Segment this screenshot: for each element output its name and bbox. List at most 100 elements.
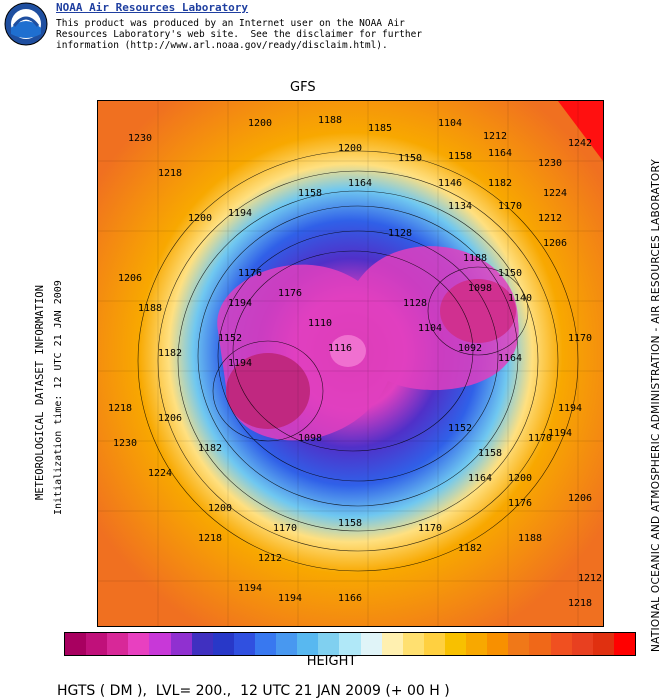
colorbar-swatch — [613, 633, 635, 655]
contour-label: 1212 — [578, 573, 602, 584]
disclaimer-line: information (http://www.arl.noaa.gov/rea… — [56, 40, 388, 51]
contour-label: 1158 — [448, 151, 472, 162]
contour-label: 1212 — [258, 553, 282, 564]
contour-map-canvas: 1230 1200 1188 1185 1104 1212 1242 1218 1200 1150… — [98, 101, 603, 626]
colorbar-swatch — [360, 633, 382, 655]
colorbar-swatch — [318, 633, 340, 655]
colorbar-swatch — [86, 633, 108, 655]
colorbar-swatch — [381, 633, 403, 655]
org-name-link[interactable]: NOAA Air Resources Laboratory — [56, 1, 249, 14]
disclaimer-text: This product was produced by an Internet… — [56, 18, 422, 51]
contour-label: 1212 — [538, 213, 562, 224]
colorbar-swatch — [297, 633, 319, 655]
contour-label: 1182 — [488, 178, 512, 189]
contour-label: 1194 — [238, 583, 262, 594]
contour-label: 1150 — [498, 268, 522, 279]
contour-label: 1218 — [198, 533, 222, 544]
contour-label: 1182 — [158, 348, 182, 359]
contour-label: 1206 — [118, 273, 142, 284]
disclaimer-line: This product was produced by an Internet… — [56, 18, 405, 29]
contour-label: 1176 — [278, 288, 302, 299]
colorbar-swatch — [212, 633, 234, 655]
contour-label: 1194 — [228, 298, 252, 309]
contour-label: 1224 — [148, 468, 172, 479]
contour-label: 1170 — [418, 523, 442, 534]
map-title: GFS — [290, 80, 316, 95]
contour-label: 1170 — [498, 201, 522, 212]
contour-label: 1164 — [488, 148, 512, 159]
contour-label: 1152 — [218, 333, 242, 344]
contour-label: 1158 — [338, 518, 362, 529]
contour-label: 1152 — [448, 423, 472, 434]
colorbar-swatch — [339, 633, 361, 655]
contour-label: 1098 — [468, 283, 492, 294]
colorbar-swatch — [149, 633, 171, 655]
header: NOAA Air Resources Laboratory This produ… — [0, 0, 663, 60]
contour-label: 1164 — [468, 473, 492, 484]
contour-label: 1128 — [388, 228, 412, 239]
contour-label: 1206 — [158, 413, 182, 424]
contour-label: 1092 — [458, 343, 482, 354]
colorbar-swatch — [65, 633, 87, 655]
contour-label: 1185 — [368, 123, 392, 134]
agency-label: NATIONAL OCEANIC AND ATMOSPHERIC ADMINIS… — [650, 158, 662, 652]
contour-label: 1200 — [208, 503, 232, 514]
colorbar-swatch — [466, 633, 488, 655]
contour-label: 1164 — [498, 353, 522, 364]
contour-label: 1200 — [338, 143, 362, 154]
contour-label: 1170 — [568, 333, 592, 344]
contour-label: 1140 — [508, 293, 532, 304]
contour-label: 1242 — [568, 138, 592, 149]
contour-label: 1158 — [478, 448, 502, 459]
contour-label: 1218 — [568, 598, 592, 609]
contour-label: 1170 — [528, 433, 552, 444]
contour-label: 1104 — [418, 323, 442, 334]
colorbar-swatch — [170, 633, 192, 655]
colorbar-swatch — [487, 633, 509, 655]
contour-label: 1104 — [438, 118, 462, 129]
init-time-label: Initialization time: 12 UTC 21 JAN 2009 — [53, 280, 64, 515]
colorbar-swatch — [191, 633, 213, 655]
colorbar-swatch — [508, 633, 530, 655]
contour-label: 1224 — [543, 188, 567, 199]
contour-label: 1194 — [228, 358, 252, 369]
contour-label: 1194 — [548, 428, 572, 439]
height-map: 1230 1200 1188 1185 1104 1212 1242 1218 1200 1150… — [97, 100, 604, 627]
contour-label: 1200 — [248, 118, 272, 129]
colorbar-swatch — [423, 633, 445, 655]
contour-label: 1128 — [403, 298, 427, 309]
colorbar-swatch — [550, 633, 572, 655]
noaa-logo-icon[interactable] — [4, 2, 48, 46]
contour-label: 1188 — [318, 115, 342, 126]
contour-label: 1134 — [448, 201, 472, 212]
contour-label: 1194 — [558, 403, 582, 414]
dataset-info-label: METEOROLOGICAL DATASET INFORMATION — [34, 285, 46, 500]
contour-label: 1146 — [438, 178, 462, 189]
contour-label: 1212 — [483, 131, 507, 142]
colorbar-swatch — [529, 633, 551, 655]
contour-label: 1218 — [158, 168, 182, 179]
contour-label: 1188 — [518, 533, 542, 544]
contour-label: 1176 — [508, 498, 532, 509]
contour-label: 1218 — [108, 403, 132, 414]
contour-label: 1206 — [568, 493, 592, 504]
contour-label: 1116 — [328, 343, 352, 354]
contour-label: 1194 — [228, 208, 252, 219]
contour-label: 1206 — [543, 238, 567, 249]
contour-label: 1200 — [508, 473, 532, 484]
contour-label: 1230 — [538, 158, 562, 169]
field-name-label: HEIGHT — [306, 654, 357, 669]
contour-label: 1200 — [188, 213, 212, 224]
contour-label: 1182 — [198, 443, 222, 454]
colorbar-swatch — [276, 633, 298, 655]
contour-label: 1194 — [278, 593, 302, 604]
colorbar-swatch — [107, 633, 129, 655]
contour-label: 1188 — [463, 253, 487, 264]
colorbar-swatch — [592, 633, 614, 655]
contour-label: 1230 — [128, 133, 152, 144]
contour-label: 1166 — [338, 593, 362, 604]
colorbar-swatch — [444, 633, 467, 655]
footer-caption: HGTS ( DM ), LVL= 200., 12 UTC 21 JAN 20… — [57, 683, 450, 699]
contour-label: 1176 — [238, 268, 262, 279]
contour-label: 1098 — [298, 433, 322, 444]
